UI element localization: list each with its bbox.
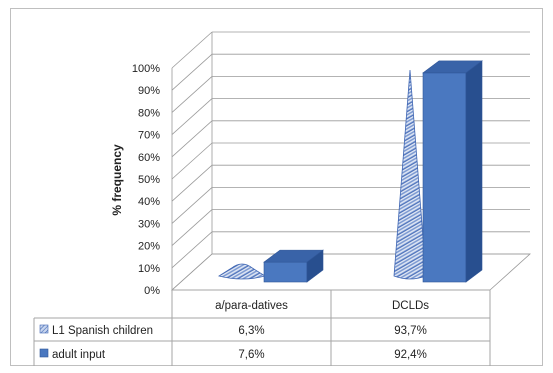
side-gridline	[171, 120, 213, 158]
side-gridline	[171, 53, 213, 91]
y-tick-label: 30%	[138, 218, 160, 230]
box-top-1	[422, 60, 483, 74]
side-gridline	[171, 164, 213, 202]
legend-swatch	[39, 348, 49, 358]
side-gridline	[171, 98, 213, 135]
side-gridline	[171, 187, 213, 224]
data-label: 93,7%	[394, 325, 427, 337]
legend-label: L1 Spanish children	[52, 325, 153, 337]
y-axis-label: % frequency	[110, 144, 124, 216]
legend-label: adult input	[52, 349, 106, 361]
box-front-0	[263, 261, 308, 283]
y-tick-label: 50%	[138, 174, 160, 186]
data-table: a/para-datives DCLDs L1 Spanish children 6,…	[33, 289, 491, 366]
cone-l1-spanish-children-0	[218, 263, 266, 280]
legend-swatch	[39, 324, 49, 334]
chart-marks	[218, 60, 483, 283]
y-tick-label: 0%	[144, 285, 160, 297]
y-axis-ticks: 0% 10% 20% 30% 40% 50% 60% 70% 80% 90% 100%	[132, 63, 160, 297]
side-gridline	[171, 142, 213, 180]
y-tick-label: 70%	[138, 130, 160, 142]
side-gridline	[171, 31, 213, 69]
box-top-0	[263, 249, 324, 263]
y-tick-label: 80%	[138, 107, 160, 119]
data-label: 7,6%	[238, 349, 264, 361]
y-tick-label: 40%	[138, 196, 160, 208]
y-tick-label: 10%	[138, 263, 160, 275]
y-tick-label: 20%	[138, 241, 160, 253]
y-tick-label: 90%	[138, 85, 160, 97]
data-label: 92,4%	[394, 349, 427, 361]
side-gridline	[171, 231, 213, 269]
side-gridline	[171, 209, 213, 246]
box-front-1	[422, 72, 467, 283]
y-tick-label: 60%	[138, 152, 160, 164]
box-side-1	[465, 60, 483, 283]
category-label: a/para-datives	[215, 300, 288, 312]
data-label: 6,3%	[238, 325, 264, 337]
y-tick-label: 100%	[132, 63, 160, 75]
side-gridline	[171, 76, 213, 113]
cone-l1-spanish-children-1	[393, 69, 427, 280]
category-label: DCLDs	[392, 300, 429, 312]
